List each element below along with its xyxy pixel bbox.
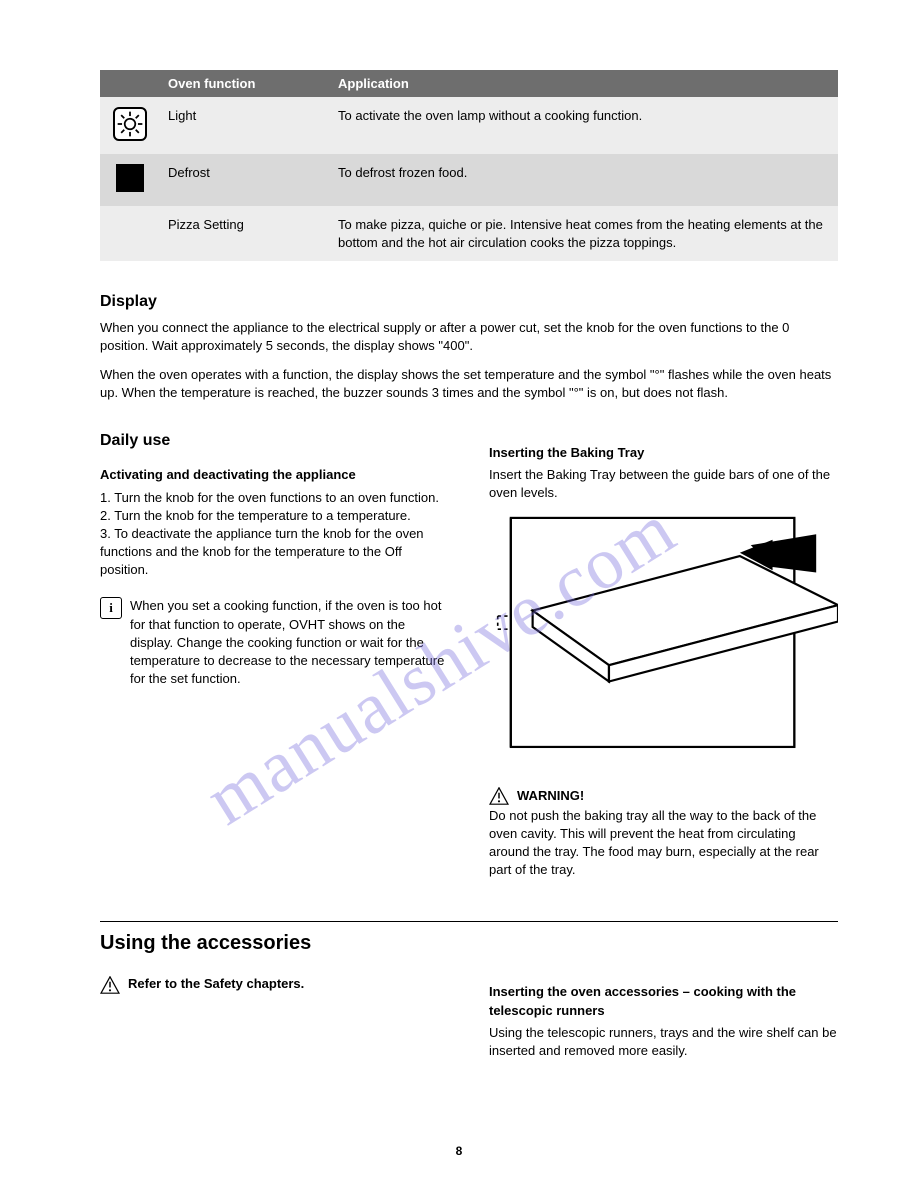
- right-column: Inserting the Baking Tray Insert the Bak…: [489, 430, 838, 880]
- table-row: Light To activate the oven lamp without …: [100, 97, 838, 154]
- table-row: Defrost To defrost frozen food.: [100, 154, 838, 207]
- step-1: 1. Turn the knob for the oven functions …: [100, 489, 449, 507]
- display-heading: Display: [100, 293, 838, 311]
- step-2: 2. Turn the knob for the temperature to …: [100, 507, 449, 525]
- icon-cell: [100, 97, 160, 154]
- activate-heading: Activating and deactivating the applianc…: [100, 466, 449, 484]
- display-para-2: When the oven operates with a function, …: [100, 366, 838, 402]
- table-header-app: Application: [330, 70, 838, 97]
- warning-row: WARNING!: [489, 787, 838, 805]
- func-desc: To activate the oven lamp without a cook…: [330, 97, 838, 154]
- section-divider: [100, 921, 838, 922]
- func-name: Defrost: [160, 154, 330, 207]
- oven-function-table: Oven function Application: [100, 70, 838, 261]
- note-block: i When you set a cooking function, if th…: [100, 597, 449, 688]
- tray-text: Insert the Baking Tray between the guide…: [489, 466, 838, 502]
- warning-label: WARNING!: [517, 787, 584, 805]
- table-header-func: Oven function: [160, 70, 330, 97]
- info-icon: i: [100, 597, 122, 619]
- tray-heading: Inserting the Baking Tray: [489, 444, 838, 462]
- icon-cell: [100, 206, 160, 261]
- bottom-right-column: Inserting the oven accessories – cooking…: [489, 969, 838, 1060]
- bottom-left-column: Refer to the Safety chapters.: [100, 969, 449, 1060]
- safety-warn-text: Refer to the Safety chapters.: [128, 975, 304, 993]
- telescopic-heading: Inserting the oven accessories – cooking…: [489, 983, 838, 1019]
- warning-triangle-icon: [489, 787, 509, 805]
- func-desc: To defrost frozen food.: [330, 154, 838, 207]
- func-name: Pizza Setting: [160, 206, 330, 261]
- func-desc: To make pizza, quiche or pie. Intensive …: [330, 206, 838, 261]
- two-column-layout: Daily use Activating and deactivating th…: [100, 430, 838, 880]
- icon-cell: [100, 154, 160, 207]
- warning-triangle-icon: [100, 976, 120, 994]
- bottom-two-column: Refer to the Safety chapters. Inserting …: [100, 969, 838, 1060]
- light-icon: [113, 107, 147, 141]
- func-name: Light: [160, 97, 330, 154]
- display-para-1: When you connect the appliance to the el…: [100, 319, 838, 355]
- page-content: Oven function Application: [0, 0, 918, 1100]
- tray-illustration-icon: [489, 507, 838, 758]
- warning-text: Do not push the baking tray all the way …: [489, 807, 838, 880]
- table-row: Pizza Setting To make pizza, quiche or p…: [100, 206, 838, 261]
- note-text: When you set a cooking function, if the …: [130, 597, 449, 688]
- page-number: 8: [456, 1144, 463, 1158]
- display-section: Display When you connect the appliance t…: [100, 293, 838, 402]
- table-header-blank: [100, 70, 160, 97]
- step-3: 3. To deactivate the appliance turn the …: [100, 525, 449, 580]
- telescopic-text: Using the telescopic runners, trays and …: [489, 1024, 838, 1060]
- daily-use-heading: Daily use: [100, 430, 449, 452]
- safety-warn-row: Refer to the Safety chapters.: [100, 975, 449, 993]
- using-accessories-heading: Using the accessories: [100, 932, 838, 955]
- defrost-icon: [116, 164, 144, 192]
- left-column: Daily use Activating and deactivating th…: [100, 430, 449, 880]
